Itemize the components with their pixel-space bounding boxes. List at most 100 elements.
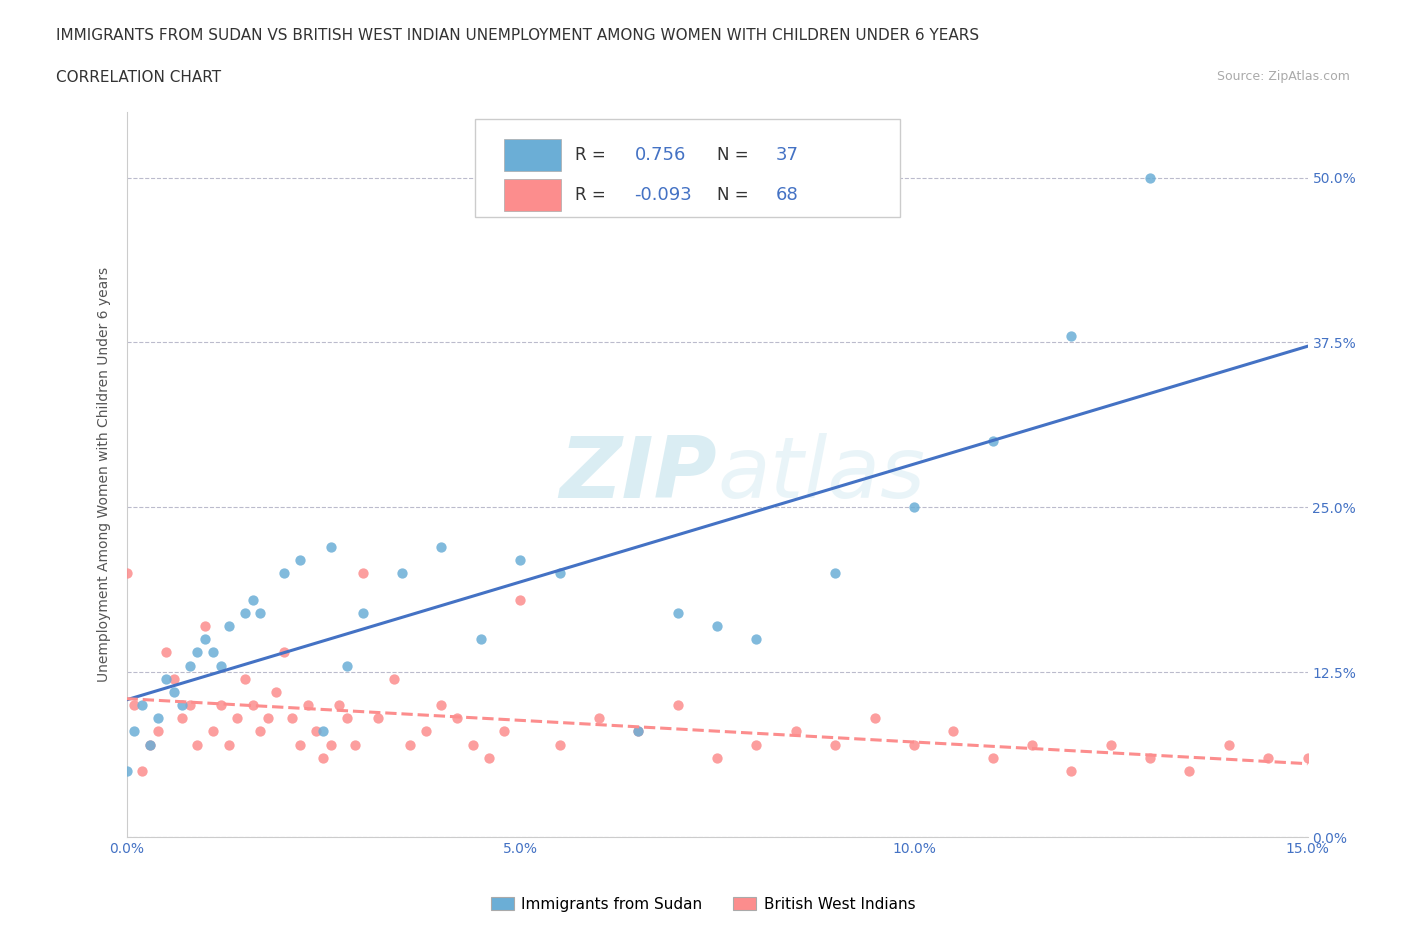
Point <box>588 711 610 725</box>
Point <box>367 711 389 725</box>
Point <box>1139 751 1161 765</box>
Point <box>249 724 271 739</box>
FancyBboxPatch shape <box>505 179 561 211</box>
Point <box>257 711 280 725</box>
Point <box>202 644 225 659</box>
Point <box>824 737 846 752</box>
Point <box>194 618 217 633</box>
Point <box>745 737 768 752</box>
Point <box>1139 170 1161 185</box>
Point <box>352 605 374 620</box>
Text: 68: 68 <box>776 186 799 204</box>
Point <box>155 671 177 686</box>
Text: atlas: atlas <box>717 432 925 516</box>
Point <box>446 711 468 725</box>
Point <box>942 724 965 739</box>
Point <box>470 631 492 646</box>
Text: -0.093: -0.093 <box>634 186 692 204</box>
Point <box>548 737 571 752</box>
Point <box>399 737 422 752</box>
Point <box>1257 751 1279 765</box>
Point <box>273 565 295 580</box>
Point <box>430 539 453 554</box>
Point <box>494 724 516 739</box>
Point <box>666 698 689 712</box>
Point <box>233 671 256 686</box>
Point <box>209 698 232 712</box>
Point <box>1218 737 1240 752</box>
Point <box>1375 764 1398 778</box>
Point <box>336 658 359 673</box>
Text: ZIP: ZIP <box>560 432 717 516</box>
Point <box>1021 737 1043 752</box>
Point <box>170 698 193 712</box>
Point <box>321 737 343 752</box>
Point <box>321 539 343 554</box>
FancyBboxPatch shape <box>505 140 561 171</box>
Point <box>218 737 240 752</box>
Point <box>264 684 287 699</box>
Point <box>202 724 225 739</box>
Point <box>352 565 374 580</box>
Point <box>273 644 295 659</box>
Point <box>115 565 138 580</box>
Point <box>146 711 169 725</box>
Point <box>288 737 311 752</box>
Point <box>981 434 1004 449</box>
Text: 37: 37 <box>776 146 799 164</box>
Text: R =: R = <box>575 146 612 164</box>
Text: N =: N = <box>717 146 754 164</box>
Legend: Immigrants from Sudan, British West Indians: Immigrants from Sudan, British West Indi… <box>485 890 921 918</box>
Point <box>328 698 350 712</box>
Point <box>745 631 768 646</box>
Point <box>233 605 256 620</box>
Point <box>1178 764 1201 778</box>
Point <box>124 724 146 739</box>
Point <box>225 711 247 725</box>
Point <box>1099 737 1122 752</box>
Point <box>163 684 186 699</box>
Point <box>1296 751 1319 765</box>
Point <box>170 711 193 725</box>
Point <box>863 711 886 725</box>
Point <box>415 724 437 739</box>
Point <box>430 698 453 712</box>
Point <box>218 618 240 633</box>
Point <box>146 724 169 739</box>
Point <box>163 671 186 686</box>
Point <box>343 737 366 752</box>
Point <box>627 724 650 739</box>
Point <box>304 724 326 739</box>
Text: IMMIGRANTS FROM SUDAN VS BRITISH WEST INDIAN UNEMPLOYMENT AMONG WOMEN WITH CHILD: IMMIGRANTS FROM SUDAN VS BRITISH WEST IN… <box>56 28 980 43</box>
Text: 0.756: 0.756 <box>634 146 686 164</box>
Point <box>179 658 201 673</box>
Point <box>139 737 162 752</box>
Point <box>903 499 925 514</box>
Point <box>131 698 153 712</box>
Point <box>706 618 728 633</box>
Point <box>186 737 208 752</box>
Point <box>124 698 146 712</box>
FancyBboxPatch shape <box>475 119 900 217</box>
Point <box>461 737 484 752</box>
Point <box>186 644 208 659</box>
Point <box>312 724 335 739</box>
Point <box>706 751 728 765</box>
Point <box>131 764 153 778</box>
Point <box>242 698 264 712</box>
Point <box>627 724 650 739</box>
Point <box>155 644 177 659</box>
Point <box>391 565 413 580</box>
Point <box>1060 764 1083 778</box>
Point <box>981 751 1004 765</box>
Point <box>242 592 264 607</box>
Point <box>509 592 531 607</box>
Point <box>194 631 217 646</box>
Point <box>1336 737 1358 752</box>
Text: N =: N = <box>717 186 754 204</box>
Point <box>336 711 359 725</box>
Point <box>509 552 531 567</box>
Point <box>288 552 311 567</box>
Point <box>312 751 335 765</box>
Point <box>115 764 138 778</box>
